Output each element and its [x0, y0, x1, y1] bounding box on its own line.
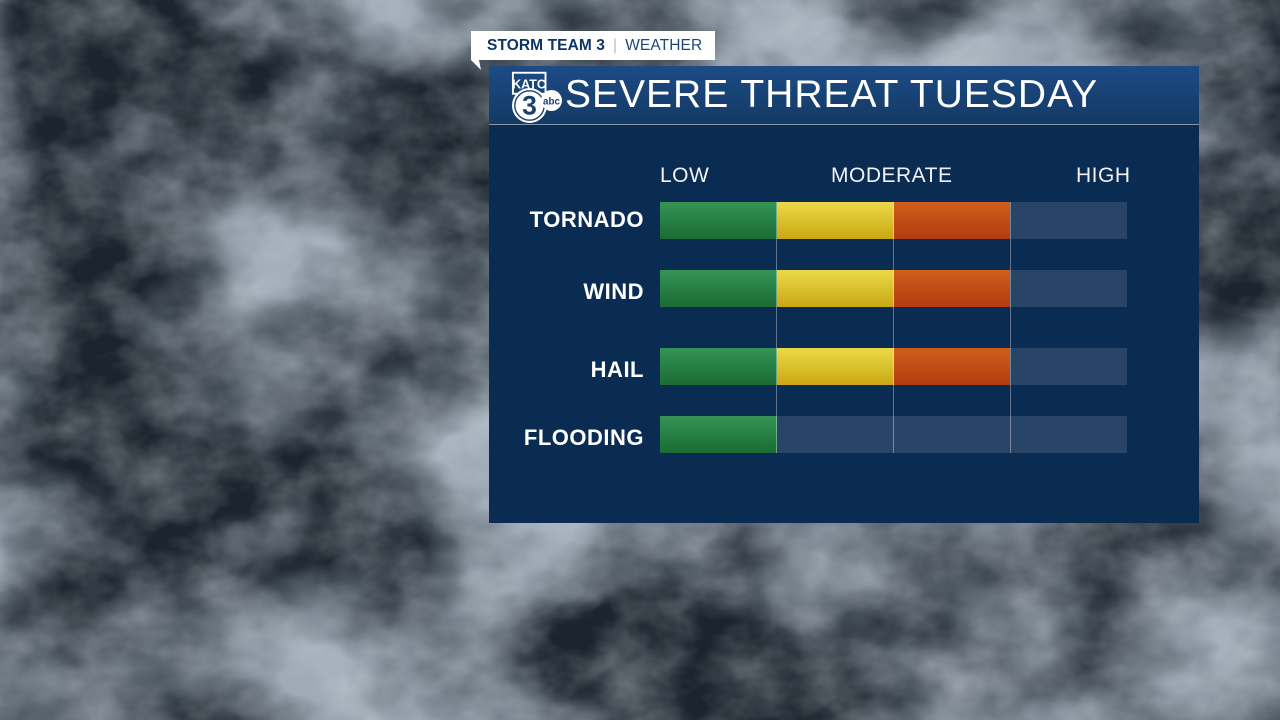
- svg-text:abc: abc: [543, 96, 560, 107]
- svg-text:3: 3: [522, 90, 537, 120]
